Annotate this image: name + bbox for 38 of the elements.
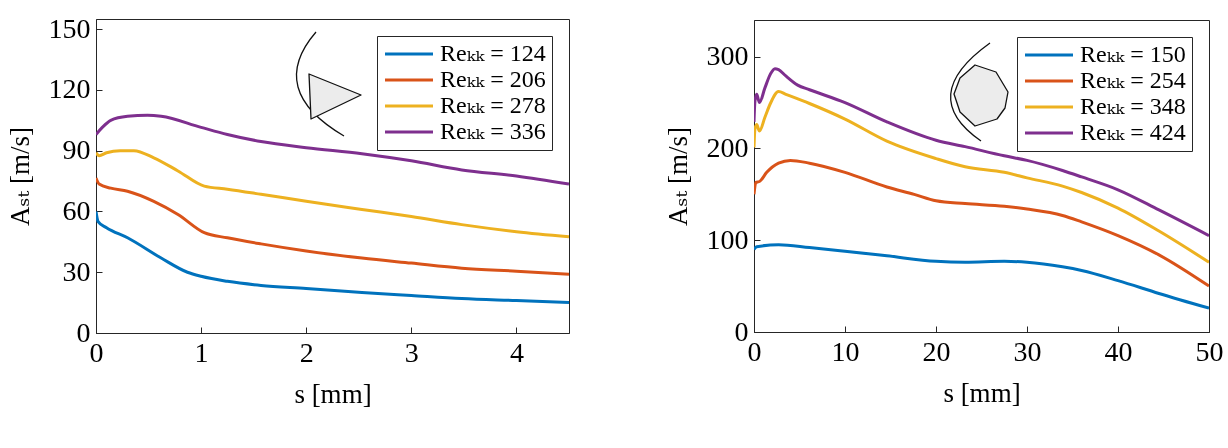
legend-label: Reₖₖ = 348 [1080, 93, 1186, 119]
y-tick-label: 150 [48, 12, 91, 44]
legend-label: Reₖₖ = 206 [440, 66, 546, 92]
line-series [754, 158, 1209, 288]
line-series [754, 243, 1209, 310]
x-axis-title: s [mm] [943, 377, 1021, 408]
y-tick-label: 300 [706, 40, 749, 72]
y-tick-label: 90 [62, 134, 91, 166]
legend-label: Reₖₖ = 254 [1080, 67, 1186, 93]
legend-label: Reₖₖ = 278 [440, 92, 546, 118]
line-series [96, 176, 569, 276]
x-tick-label: 1 [194, 336, 209, 368]
y-tick-label: 30 [62, 255, 91, 287]
line-series [754, 67, 1209, 238]
legend-label: Reₖₖ = 336 [440, 118, 546, 144]
legend-label: Reₖₖ = 124 [440, 40, 546, 66]
y-tick-label: 60 [62, 194, 91, 226]
x-tick-label: 10 [831, 335, 860, 367]
y-axis-title: Aₛₜ [m/s] [4, 127, 35, 226]
line-series [96, 113, 569, 186]
line-series [754, 90, 1209, 264]
line-series [96, 149, 569, 239]
x-tick-label: 30 [1013, 335, 1042, 367]
y-tick-label: 120 [48, 73, 91, 105]
y-tick-label: 0 [734, 315, 749, 347]
x-tick-label: 3 [404, 336, 419, 368]
x-tick-label: 50 [1195, 335, 1224, 367]
legend-label: Reₖₖ = 150 [1080, 41, 1186, 67]
y-tick-label: 200 [706, 131, 749, 163]
line-series [96, 209, 569, 305]
y-axis-title: Aₛₜ [m/s] [662, 127, 693, 226]
legend-label: Reₖₖ = 424 [1080, 119, 1186, 145]
y-tick-label: 100 [706, 223, 749, 255]
x-tick-label: 4 [509, 336, 524, 368]
x-tick-label: 20 [922, 335, 951, 367]
x-axis-title: s [mm] [294, 378, 372, 409]
x-tick-label: 40 [1104, 335, 1133, 367]
x-tick-label: 2 [299, 336, 314, 368]
